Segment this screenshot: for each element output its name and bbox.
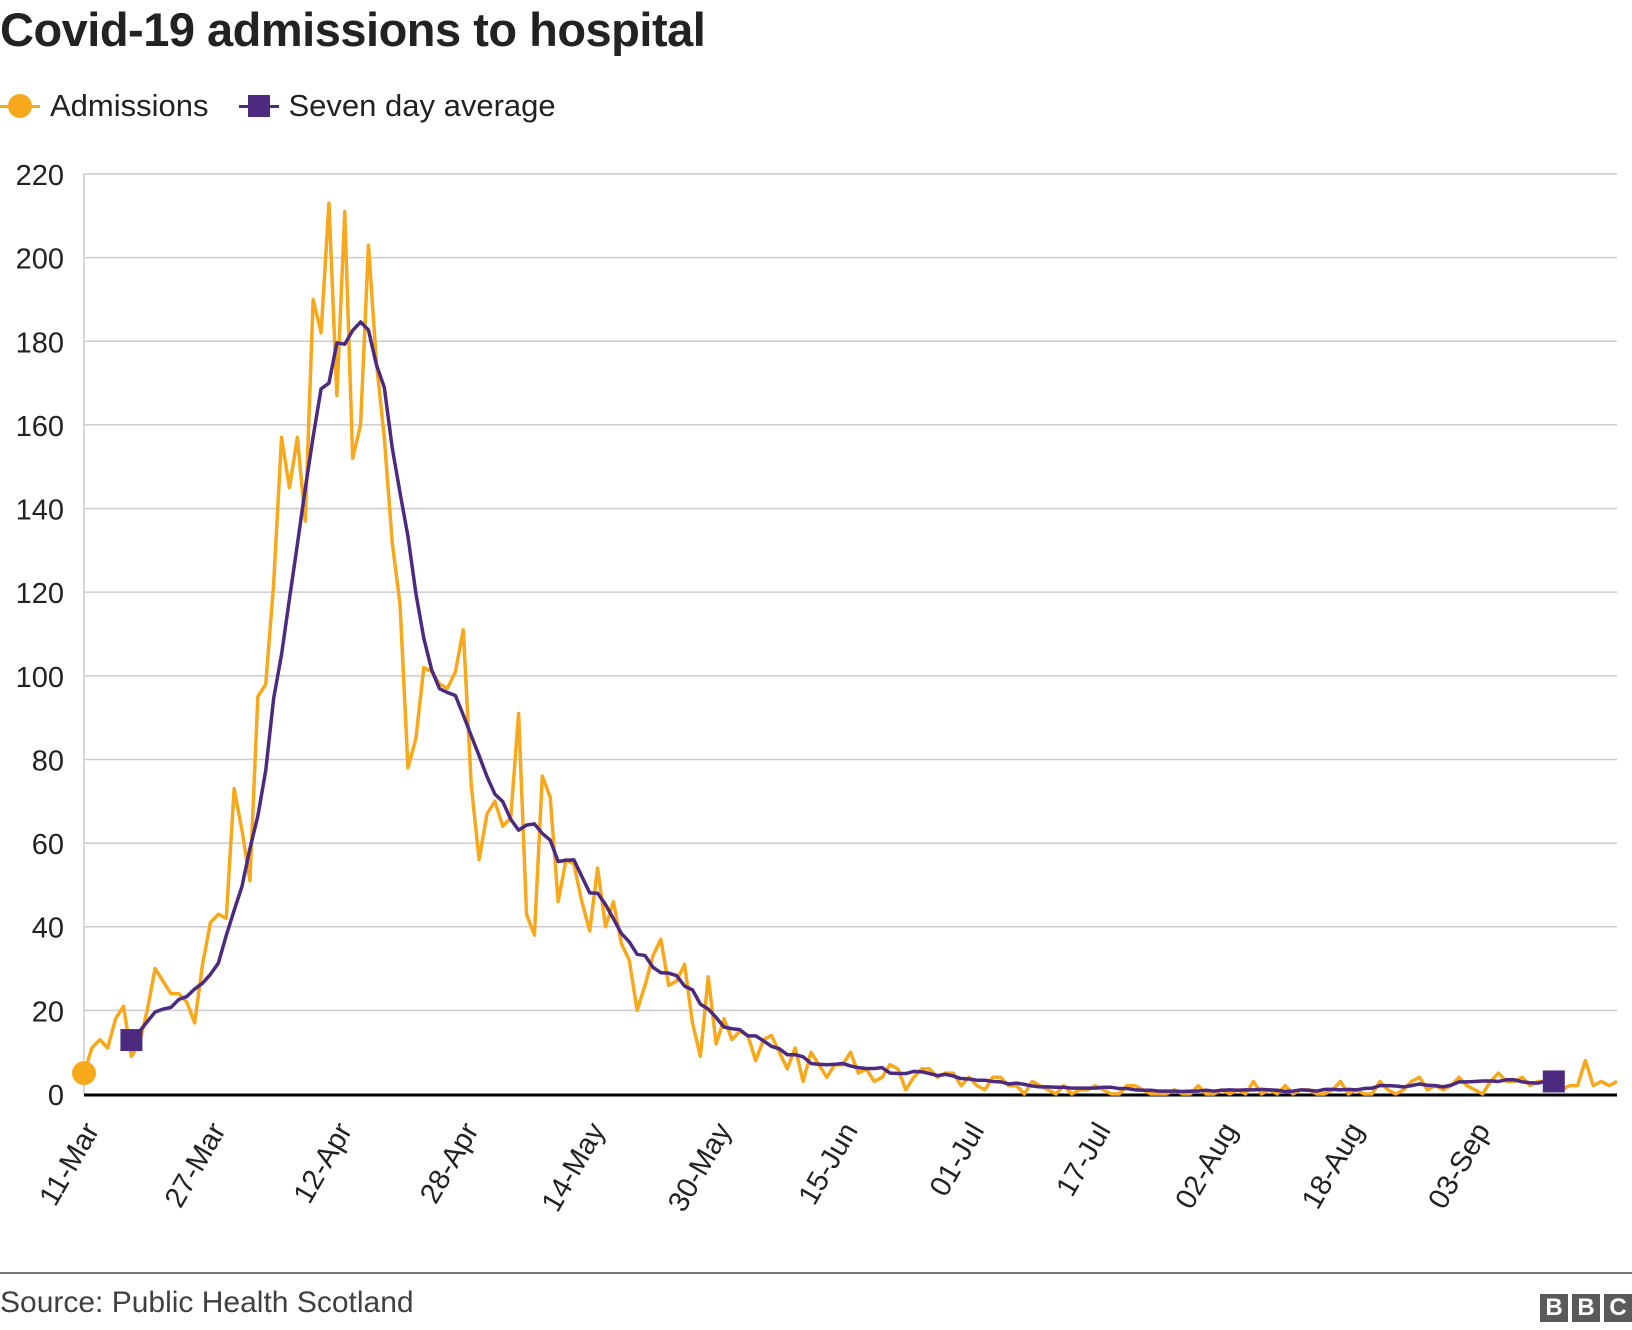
x-tick-label: 03-Sep [1422, 1118, 1496, 1215]
legend-label-seven-day-average: Seven day average [288, 88, 556, 123]
series-layer [82, 201, 1618, 1096]
y-tick-label: 160 [16, 411, 64, 443]
y-axis-tick-labels: 0 20 40 60 80 100 120 140 160 180 200 220 [16, 160, 64, 1112]
x-tick-label: 15-Jun [793, 1118, 865, 1211]
y-tick-label: 100 [16, 662, 64, 694]
x-tick-label: 18-Aug [1296, 1118, 1370, 1215]
y-tick-label: 80 [32, 745, 64, 777]
x-axis-tick-labels: 11-Mar 27-Mar 12-Apr 28-Apr 14-May 30-May 15-J… [33, 1117, 1496, 1217]
y-tick-label: 20 [32, 996, 64, 1028]
y-tick-label: 40 [32, 913, 64, 945]
marker-layer [72, 1029, 1565, 1093]
source-note: Source: Public Health Scotland [0, 1286, 414, 1319]
y-tick-label: 220 [16, 160, 64, 192]
x-tick-label: 30-May [662, 1117, 738, 1217]
start-point-marker [120, 1029, 143, 1052]
legend-item-seven-day-average[interactable]: Seven day average [238, 86, 556, 126]
bbc-logo-letter: C [1604, 1294, 1632, 1322]
x-tick-label: 28-Apr [414, 1117, 485, 1209]
y-tick-label: 140 [16, 495, 64, 527]
series-line-admissions [82, 201, 1618, 1096]
y-tick-label: 60 [32, 829, 64, 861]
circle-marker-icon [0, 86, 40, 126]
gridlines [83, 173, 1617, 1094]
x-tick-label: 11-Mar [33, 1117, 106, 1211]
y-tick-label: 0 [48, 1080, 64, 1112]
bbc-logo-letter: B [1540, 1294, 1568, 1322]
bbc-logo-letter: B [1572, 1294, 1600, 1322]
line-chart: 0 20 40 60 80 100 120 140 160 180 200 220 11-Mar 27-… [16, 160, 1618, 1217]
x-tick-label: 27-Mar [159, 1117, 233, 1213]
square-marker-icon [238, 86, 279, 126]
x-tick-label: 14-May [536, 1117, 612, 1217]
legend: Admissions Seven day average [0, 86, 586, 126]
bbc-logo: B B C [1536, 1294, 1632, 1322]
x-tick-label: 02-Aug [1169, 1118, 1243, 1215]
series-line-seven-day-average [130, 320, 1554, 1094]
chart-title: Covid-19 admissions to hospital [0, 3, 706, 56]
x-tick-label: 17-Jul [1050, 1118, 1117, 1202]
x-tick-label: 01-Jul [924, 1118, 991, 1202]
x-tick-label: 12-Apr [288, 1117, 359, 1209]
start-point-marker [72, 1061, 96, 1086]
footer-divider [0, 1272, 1632, 1274]
y-tick-label: 120 [16, 578, 64, 610]
y-tick-label: 200 [16, 244, 64, 276]
legend-item-admissions[interactable]: Admissions [0, 86, 209, 126]
end-point-marker [1542, 1070, 1565, 1093]
legend-label-admissions: Admissions [50, 88, 209, 123]
y-tick-label: 180 [16, 327, 64, 359]
